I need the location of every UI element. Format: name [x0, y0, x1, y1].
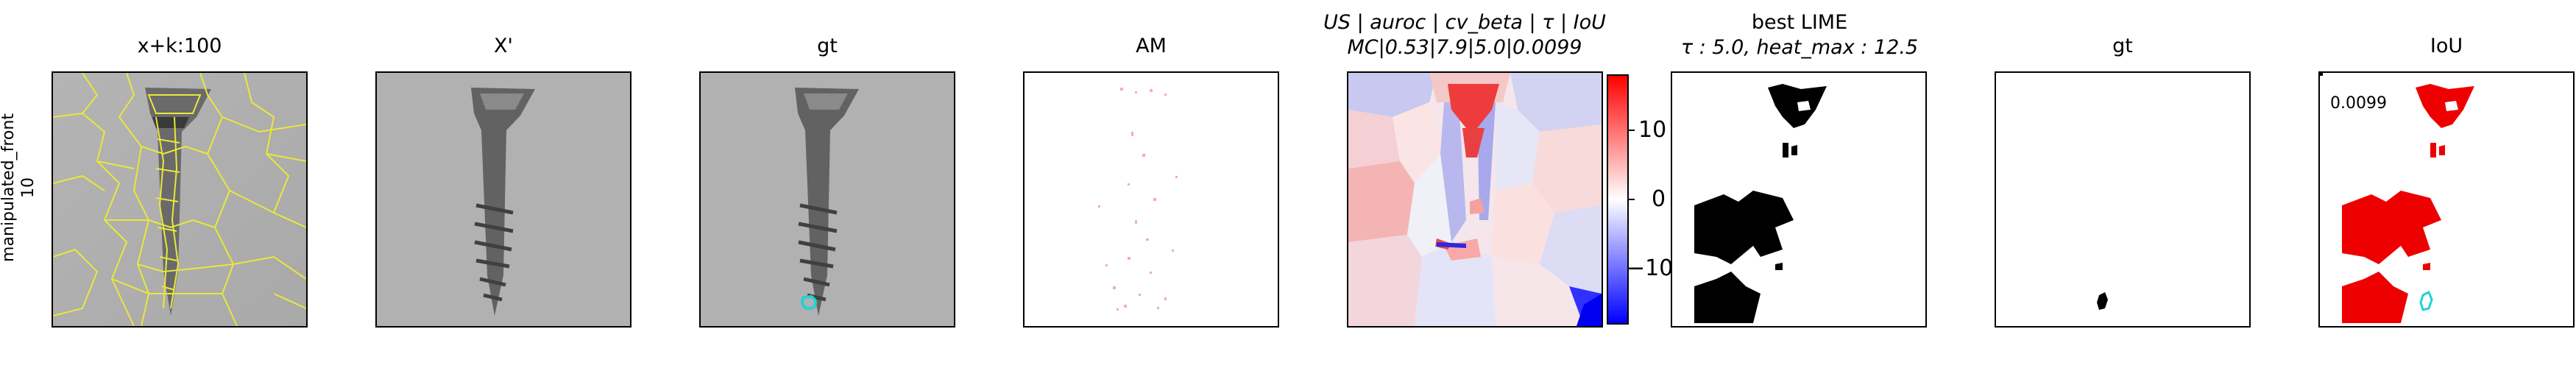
- colorbar-tick-mark-neg10: [1629, 268, 1635, 269]
- row-label-line2: 10: [19, 177, 38, 198]
- panel-us-heatmap: [1347, 71, 1603, 328]
- panel-iou: 0.0099: [2318, 71, 2575, 328]
- panel-title-4: AM: [1136, 35, 1167, 57]
- panel-title-5: US | auroc | cv_beta | τ | IoU MC|0.53|7…: [1273, 10, 1656, 60]
- panel-title-3: gt: [817, 35, 838, 57]
- am-heatmap: [1025, 73, 1278, 326]
- panel-superpixels: [52, 71, 308, 328]
- iou-value-annotation: 0.0099: [2330, 94, 2387, 113]
- x-prime-image: [377, 73, 630, 326]
- panel-title-8: IoU: [2430, 35, 2463, 57]
- colorbar-tick-label-neg10: −10: [1627, 255, 1674, 281]
- row-label: manipulated_front 10: [0, 99, 38, 276]
- row-label-line1: manipulated_front: [0, 113, 18, 262]
- panel-best-lime: [1671, 71, 1927, 328]
- panel-title-7: gt: [2112, 35, 2133, 57]
- panel-title-6-line1: best LIME: [1751, 11, 1848, 34]
- panel-title-5-line2: MC|0.53|7.9|5.0|0.0099: [1347, 36, 1582, 59]
- panel-gt-mask: [1995, 71, 2251, 328]
- panel-title-2: X': [494, 35, 513, 57]
- panel-title-5-line1: US | auroc | cv_beta | τ | IoU: [1323, 11, 1606, 34]
- colorbar: [1607, 74, 1629, 325]
- panel-gt-overlay: [699, 71, 955, 328]
- superpixel-boundaries: [53, 73, 306, 326]
- gt-overlay-image: [701, 73, 954, 326]
- panel-title-6: best LIME τ : 5.0, heat_max : 12.5: [1634, 10, 1965, 60]
- colorbar-tick-mark-0: [1629, 199, 1635, 200]
- panel-x-prime: [375, 71, 631, 328]
- iou-overlay: [2320, 73, 2573, 326]
- colorbar-tick-label-10: 10: [1638, 117, 1667, 143]
- gt-mask: [1996, 73, 2249, 326]
- colorbar-tick-label-0: 0: [1652, 186, 1666, 212]
- panel-title-6-line2: τ : 5.0, heat_max : 12.5: [1680, 36, 1919, 59]
- panel-title-1: x+k:100: [137, 35, 222, 57]
- colorbar-tick-mark-10: [1629, 130, 1635, 131]
- gt-contour: [801, 294, 817, 311]
- panel-am: [1023, 71, 1279, 328]
- superpixel-image: [53, 73, 306, 326]
- lime-mask: [1672, 73, 1925, 326]
- us-heatmap: [1348, 73, 1602, 326]
